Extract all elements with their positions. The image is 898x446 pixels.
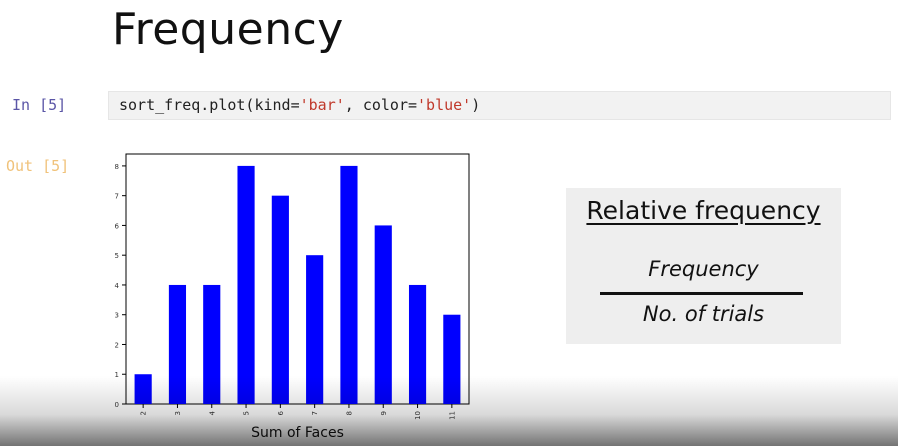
x-axis-label: Sum of Faces <box>251 425 344 441</box>
bar <box>271 195 289 404</box>
x-tick-label: 11 <box>448 411 456 420</box>
bar <box>374 225 392 404</box>
code-string-kind: 'bar' <box>299 96 345 114</box>
bar <box>134 374 152 404</box>
bar-chart-output: 0 1 2 3 4 5 6 7 8 2 3 4 5 6 7 8 9 10 11 Sum of Faces <box>100 150 480 446</box>
y-tick-label: 1 <box>115 371 119 379</box>
code-mid: , color= <box>344 96 418 114</box>
output-prompt: Out [5] <box>6 157 70 175</box>
code-string-color: 'blue' <box>417 96 472 114</box>
formula-numerator: Frequency <box>648 257 759 281</box>
input-prompt: In [5] <box>12 96 67 114</box>
x-tick-label: 4 <box>208 410 216 415</box>
y-tick-label: 2 <box>115 341 119 349</box>
bar-chart-svg: 0 1 2 3 4 5 6 7 8 2 3 4 5 6 7 8 9 10 11 Sum of Faces <box>115 153 470 441</box>
y-tick-label: 7 <box>115 193 119 201</box>
x-tick-label: 2 <box>140 411 148 415</box>
x-tick-label: 8 <box>345 411 353 415</box>
bar <box>306 255 324 404</box>
x-tick-label: 7 <box>311 411 319 415</box>
bar <box>340 165 358 404</box>
x-tick-label: 3 <box>174 411 182 415</box>
fraction-bar <box>600 292 803 295</box>
y-tick-label: 8 <box>115 163 119 171</box>
y-tick-label: 0 <box>115 401 119 409</box>
x-tick-label: 5 <box>243 411 251 415</box>
code-suffix: ) <box>471 96 481 114</box>
x-tick-label: 9 <box>380 411 388 415</box>
relative-frequency-box: Relative frequency Frequency No. of tria… <box>566 188 841 344</box>
code-cell[interactable]: sort_freq.plot(kind='bar', color='blue') <box>108 91 891 120</box>
x-tick-label: 6 <box>277 410 285 415</box>
formula-denominator: No. of trials <box>642 302 765 326</box>
y-tick-label: 6 <box>115 222 120 230</box>
bar <box>168 284 187 404</box>
y-tick-label: 4 <box>115 282 120 290</box>
x-tick-label: 10 <box>414 411 422 420</box>
code-prefix: sort_freq.plot(kind= <box>119 96 300 114</box>
bar <box>408 284 427 404</box>
formula-title: Relative frequency <box>586 196 821 225</box>
bar <box>203 284 221 404</box>
y-tick-label: 3 <box>115 312 119 320</box>
bar <box>237 165 255 404</box>
bar <box>443 314 461 404</box>
y-tick-label: 5 <box>115 252 119 260</box>
slide-title: Frequency <box>112 4 344 55</box>
